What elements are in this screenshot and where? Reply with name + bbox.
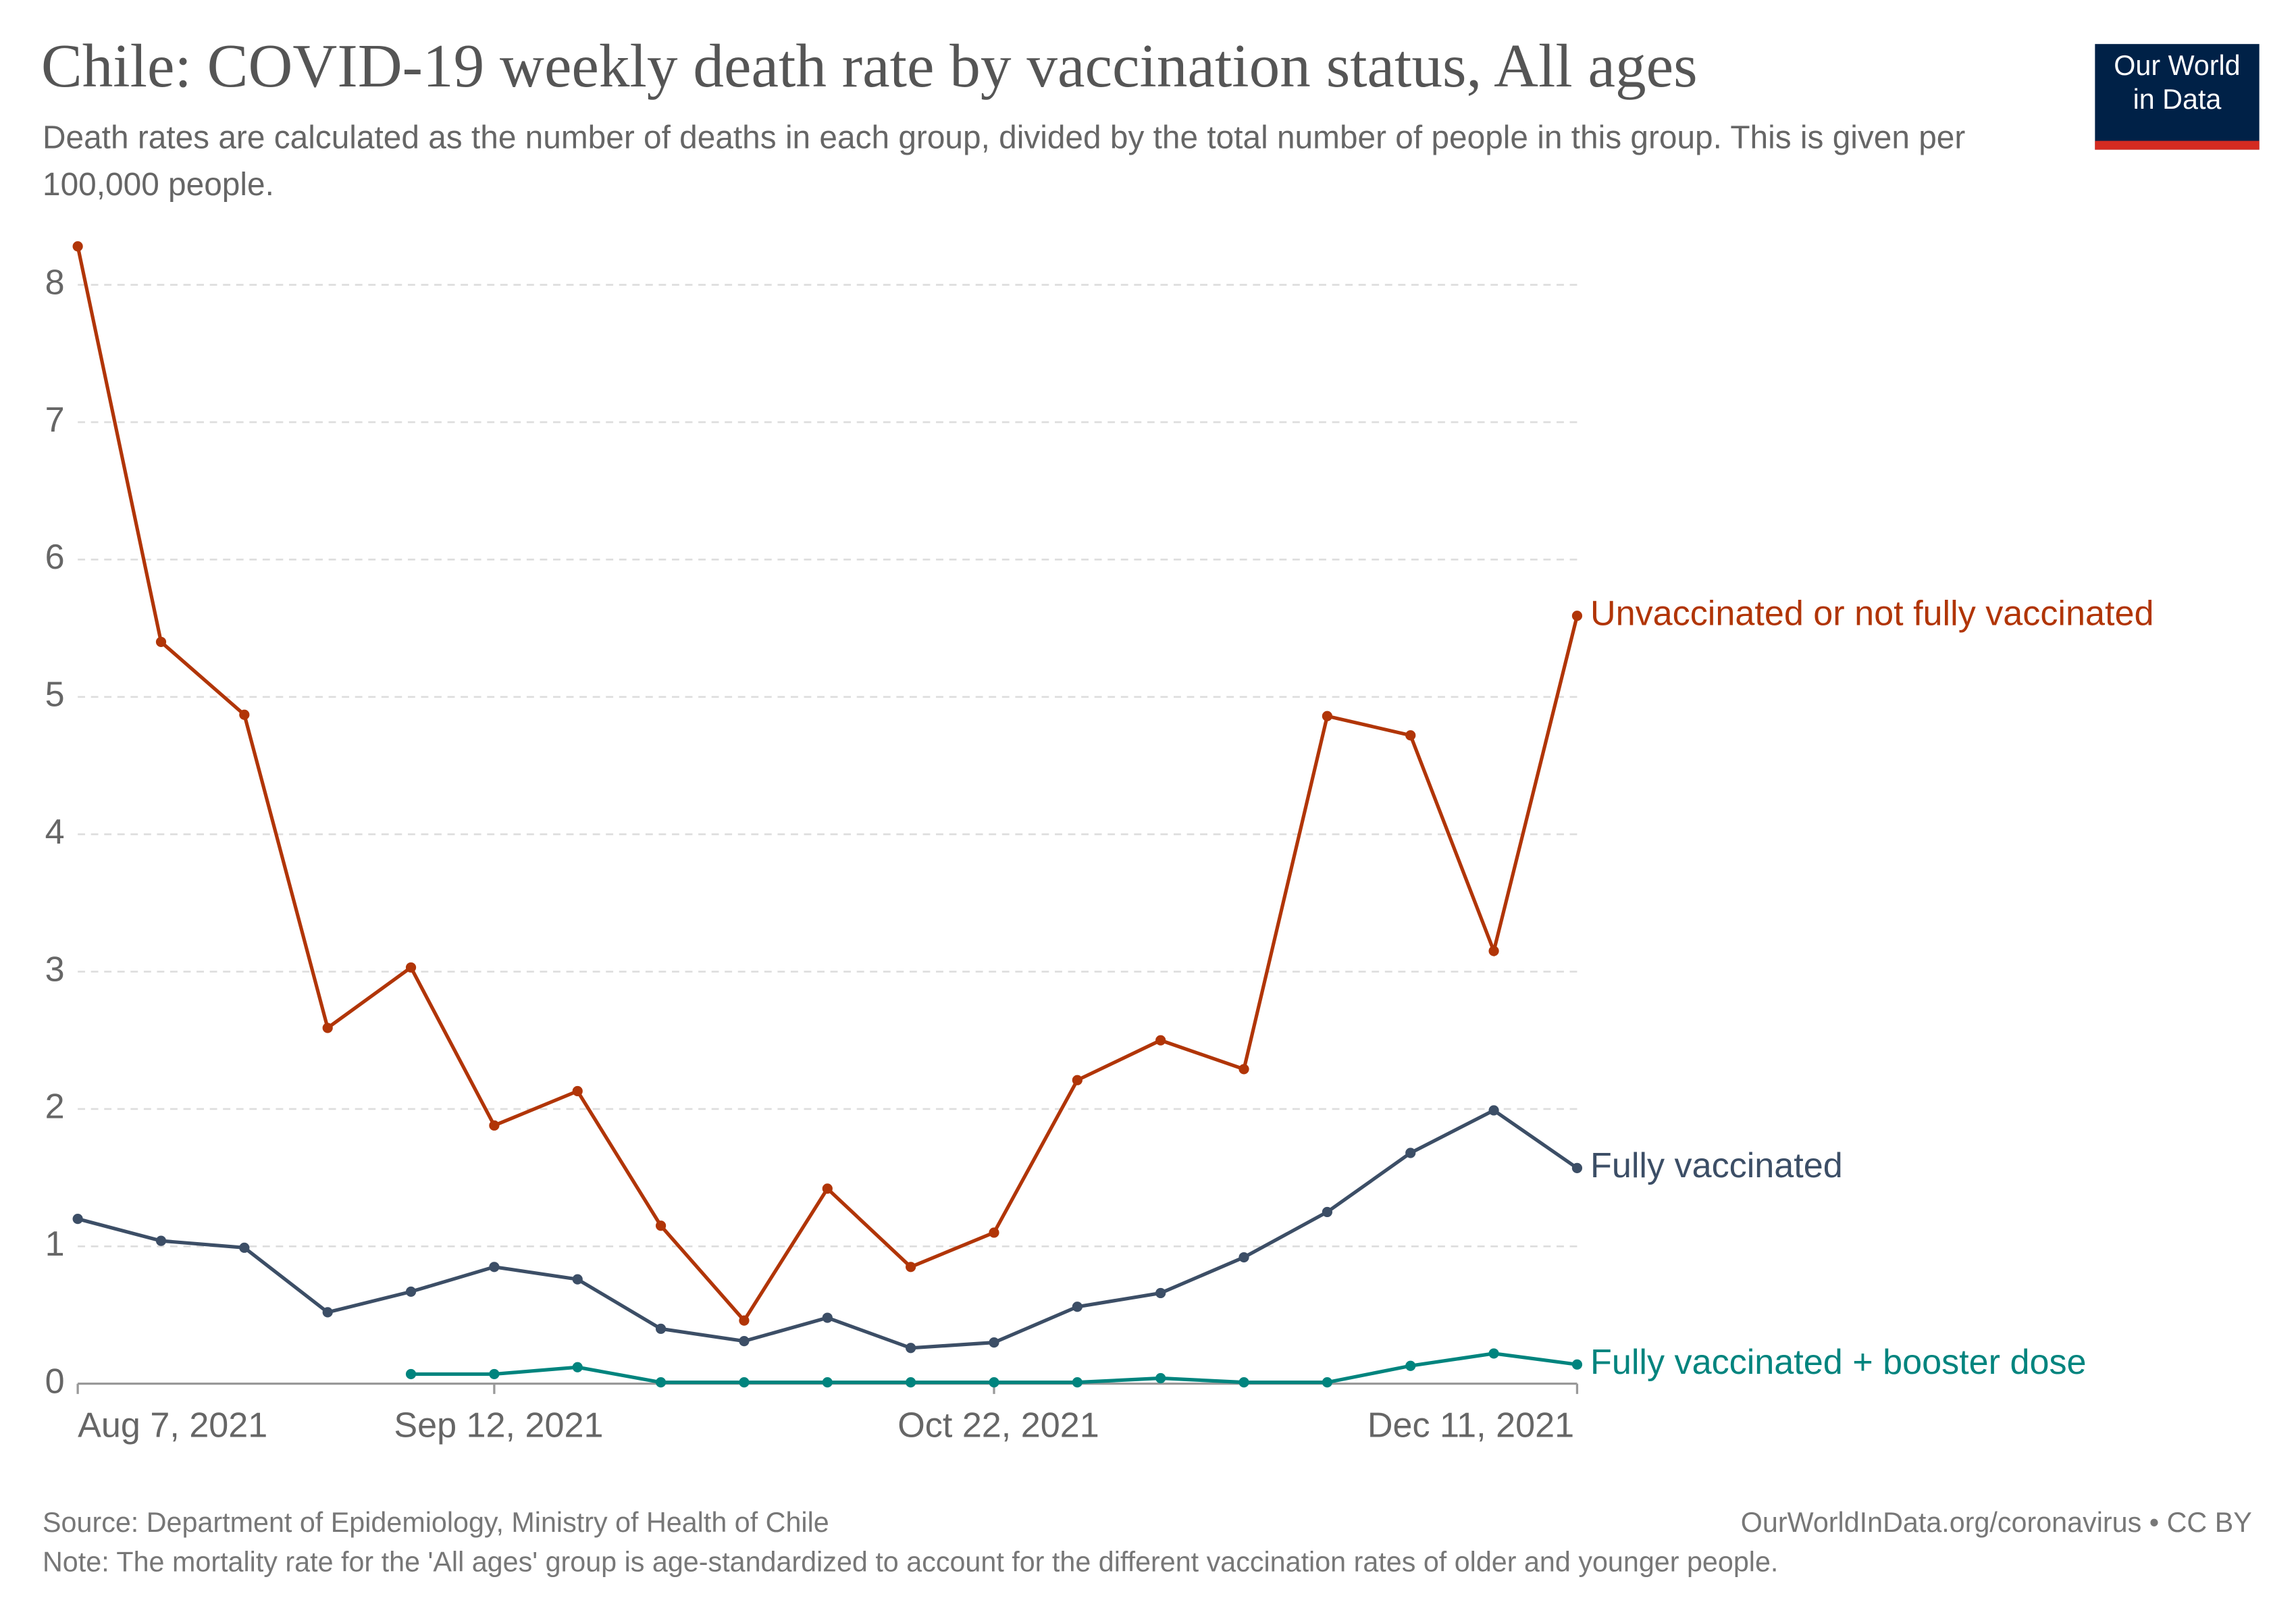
data-point [72,1214,83,1225]
data-point [822,1312,833,1323]
data-point [1072,1377,1082,1388]
data-point [322,1307,333,1318]
data-point [822,1377,833,1388]
source: Source: Department of Epidemiology, Mini… [43,1508,829,1539]
logo[interactable]: Our World in Data [2095,44,2260,150]
data-point [239,709,250,720]
data-point [739,1377,750,1388]
data-point [906,1343,916,1354]
y-tick-label: 8 [45,263,65,302]
data-point [322,1023,333,1033]
y-tick-label: 3 [45,950,65,989]
data-point [489,1120,500,1131]
data-point [1238,1064,1249,1075]
data-point [405,962,417,973]
data-point [1571,611,1583,621]
data-point [655,1220,667,1231]
data-point [239,1242,250,1253]
chart-subtitle: Death rates are calculated as the number… [43,118,1966,203]
data-point [739,1336,750,1347]
data-point [989,1337,999,1348]
series-label: Fully vaccinated [1590,1146,1843,1185]
data-point [1405,1148,1416,1158]
data-point [155,636,167,648]
series-label: Fully vaccinated + booster dose [1590,1343,2087,1382]
data-point [1405,1360,1416,1371]
series-line [77,1108,1578,1350]
series-label: Unvaccinated or not fully vaccinated [1590,594,2154,634]
data-point [1571,1162,1583,1173]
data-point [655,1323,667,1334]
y-tick-label: 4 [45,813,65,852]
data-point [906,1377,916,1388]
data-point [405,1286,417,1297]
data-point [739,1315,750,1326]
data-point [1488,1105,1499,1116]
data-point [1155,1372,1166,1384]
y-tick-label: 2 [45,1087,65,1127]
chart-title: Chile: COVID-19 weekly death rate by vac… [41,33,1698,101]
y-tick-label: 5 [45,675,65,715]
logo-line: in Data [2133,85,2222,116]
series-line [76,246,1579,1324]
data-point [489,1262,500,1272]
x-tick-label: Aug 7, 2021 [78,1406,267,1445]
x-tick-label: Oct 22, 2021 [897,1406,1099,1445]
data-point [572,1274,583,1285]
data-point [1571,1359,1583,1370]
data-point [1322,1377,1332,1388]
data-point [405,1368,417,1380]
data-point [1488,1348,1499,1359]
data-point [572,1362,583,1372]
data-point [1072,1302,1082,1312]
data-point [1322,711,1332,721]
data-point [489,1368,500,1380]
data-point [1238,1252,1249,1263]
data-point [1072,1075,1082,1085]
data-point [1238,1377,1249,1388]
data-point [155,1235,167,1246]
data-point [989,1377,999,1388]
data-point [1405,730,1416,741]
data-point [1155,1035,1166,1046]
logo-line: Our World [2114,51,2241,82]
credit[interactable]: OurWorldInData.org/coronavirus • CC BY [1740,1508,2252,1539]
y-tick-label: 7 [45,401,65,440]
x-tick-label: Sep 12, 2021 [394,1406,603,1445]
data-point [655,1377,667,1388]
note: Note: The mortality rate for the 'All ag… [43,1547,1779,1579]
data-point [906,1262,916,1272]
data-point [822,1183,833,1194]
y-tick-label: 6 [45,538,65,577]
data-point [72,241,83,252]
data-point [572,1085,583,1097]
data-point [1155,1287,1166,1299]
y-tick-label: 1 [45,1225,65,1264]
data-point [989,1227,999,1238]
y-tick-label: 0 [45,1362,65,1401]
data-point [1488,946,1499,956]
x-tick-label: Dec 11, 2021 [1367,1406,1574,1445]
data-point [1322,1206,1332,1218]
